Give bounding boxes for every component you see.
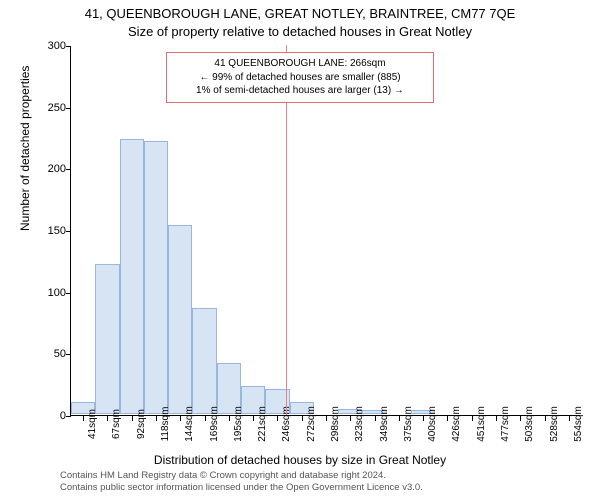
histogram-bar: [192, 308, 216, 414]
x-tick-label: 554sqm: [573, 406, 584, 442]
y-tick-mark: [66, 354, 71, 355]
y-axis-label: Number of detached properties: [18, 66, 32, 231]
x-tick-mark: [520, 416, 521, 421]
y-tick-mark: [66, 108, 71, 109]
x-tick-label: 349sqm: [379, 406, 390, 442]
x-tick-label: 272sqm: [306, 406, 317, 442]
histogram-bar: [95, 264, 119, 414]
y-tick-label: 300: [48, 40, 66, 52]
annotation-line: 41 QUEENBOROUGH LANE: 266sqm: [173, 57, 427, 71]
x-axis-label: Distribution of detached houses by size …: [0, 453, 600, 467]
y-tick-mark: [66, 293, 71, 294]
title-subtitle: Size of property relative to detached ho…: [0, 24, 600, 39]
x-tick-mark: [302, 416, 303, 421]
x-tick-mark: [156, 416, 157, 421]
x-tick-mark: [447, 416, 448, 421]
x-tick-mark: [423, 416, 424, 421]
title-address: 41, QUEENBOROUGH LANE, GREAT NOTLEY, BRA…: [0, 6, 600, 21]
y-tick-label: 100: [48, 287, 66, 299]
x-tick-mark: [132, 416, 133, 421]
x-tick-label: 426sqm: [451, 406, 462, 442]
x-tick-label: 451sqm: [476, 406, 487, 442]
x-tick-mark: [229, 416, 230, 421]
annotation-line: ← 99% of detached houses are smaller (88…: [173, 71, 427, 85]
x-tick-label: 400sqm: [427, 406, 438, 442]
histogram-bar: [120, 139, 144, 414]
x-tick-mark: [350, 416, 351, 421]
x-tick-label: 477sqm: [500, 406, 511, 442]
annotation-line: 1% of semi-detached houses are larger (1…: [173, 84, 427, 98]
histogram-bar: [168, 225, 192, 414]
y-tick-label: 250: [48, 102, 66, 114]
histogram-chart: 05010015020025030041sqm67sqm92sqm118sqm1…: [70, 46, 580, 416]
x-tick-label: 528sqm: [549, 406, 560, 442]
x-tick-label: 503sqm: [524, 406, 535, 442]
x-tick-mark: [472, 416, 473, 421]
y-tick-mark: [66, 46, 71, 47]
x-tick-mark: [180, 416, 181, 421]
plot-area: 05010015020025030041sqm67sqm92sqm118sqm1…: [70, 46, 580, 416]
x-tick-mark: [399, 416, 400, 421]
footer-line-2: Contains public sector information licen…: [60, 482, 423, 494]
x-tick-mark: [205, 416, 206, 421]
x-tick-mark: [375, 416, 376, 421]
y-tick-mark: [66, 416, 71, 417]
y-tick-mark: [66, 169, 71, 170]
y-tick-mark: [66, 231, 71, 232]
x-tick-mark: [496, 416, 497, 421]
histogram-bar: [144, 141, 168, 414]
x-tick-mark: [107, 416, 108, 421]
y-tick-label: 200: [48, 163, 66, 175]
footer-line-1: Contains HM Land Registry data © Crown c…: [60, 470, 423, 482]
y-tick-label: 50: [54, 348, 66, 360]
y-tick-label: 150: [48, 225, 66, 237]
x-tick-mark: [326, 416, 327, 421]
x-tick-mark: [545, 416, 546, 421]
x-tick-mark: [277, 416, 278, 421]
footer-attribution: Contains HM Land Registry data © Crown c…: [60, 470, 423, 494]
annotation-box: 41 QUEENBOROUGH LANE: 266sqm← 99% of det…: [166, 52, 434, 103]
x-tick-mark: [253, 416, 254, 421]
x-tick-mark: [569, 416, 570, 421]
x-tick-mark: [83, 416, 84, 421]
